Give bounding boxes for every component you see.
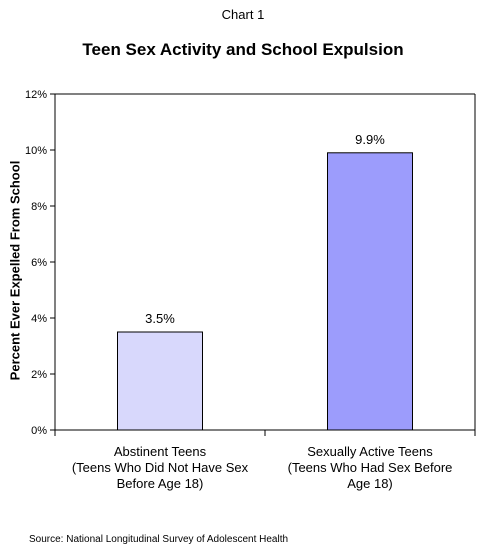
bar: [117, 331, 203, 431]
bar-data-label: 9.9%: [355, 132, 385, 147]
chart-label: Chart 1: [221, 7, 265, 22]
x-category-label-line: Age 18): [347, 476, 393, 491]
y-tick-label: 6%: [31, 257, 47, 269]
x-category-label-line: Sexually Active Teens: [307, 444, 433, 459]
bar-data-label: 3.5%: [145, 311, 175, 326]
y-tick-label: 4%: [31, 313, 47, 325]
source-note: Source: National Longitudinal Survey of …: [29, 534, 289, 545]
x-category-label-line: Abstinent Teens: [113, 444, 207, 459]
x-category-label-line: Before Age 18): [116, 476, 204, 491]
x-category-label: Abstinent Teens (Teens Who Did Not Have S…: [60, 444, 260, 492]
x-category-label-line: (Teens Who Did Not Have Sex: [71, 460, 249, 475]
chart-title: Teen Sex Activity and School Expulsion: [82, 40, 404, 59]
y-tick-label: 2%: [31, 369, 47, 381]
x-category-label: Sexually Active Teens (Teens Who Had Sex …: [270, 444, 470, 492]
y-tick-label: 10%: [25, 145, 47, 157]
bar: [327, 152, 413, 431]
x-category-label-line: (Teens Who Had Sex Before: [287, 460, 453, 475]
y-tick-label: 0%: [31, 425, 47, 437]
y-tick-label: 8%: [31, 201, 47, 213]
y-tick-label: 12%: [25, 89, 47, 101]
